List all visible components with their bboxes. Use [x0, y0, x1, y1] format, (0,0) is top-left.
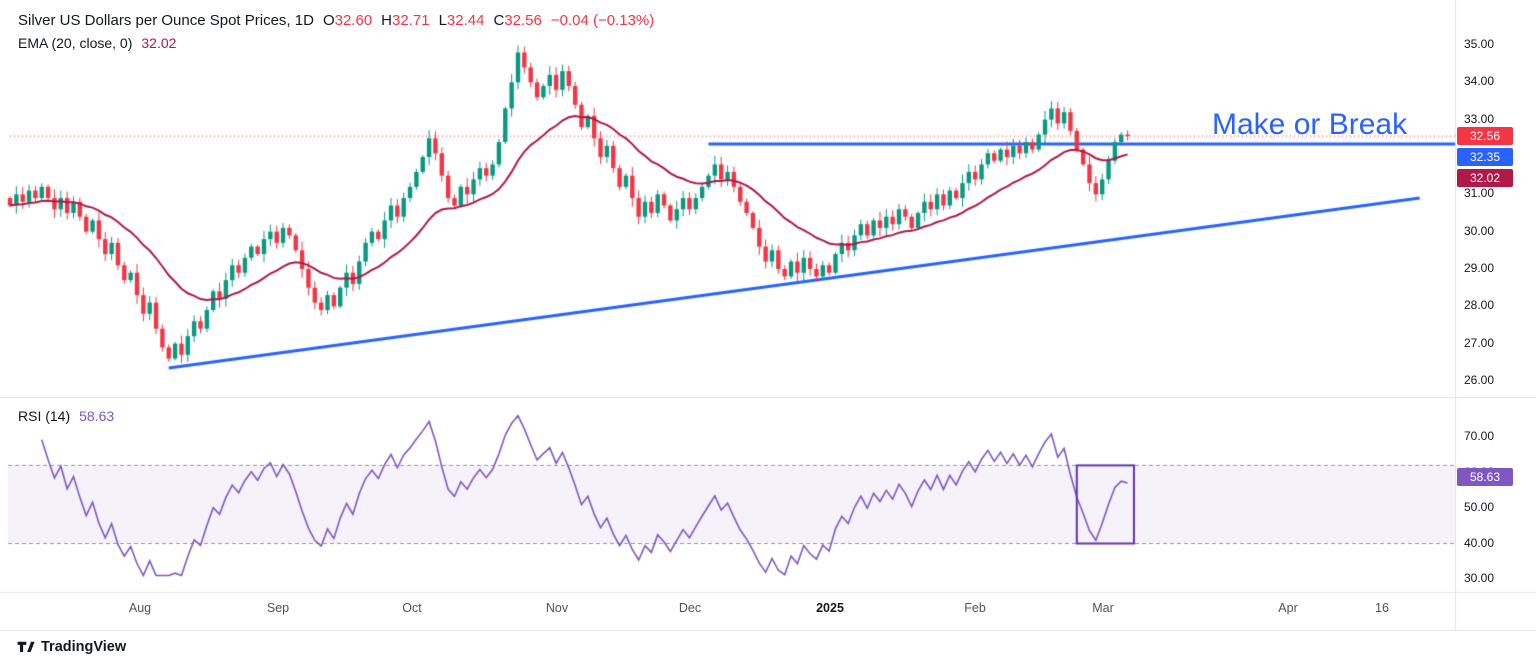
time-axis-label: Dec — [678, 601, 702, 615]
rsi-tick-label: 30.00 — [1464, 571, 1495, 585]
time-axis-label: Oct — [402, 601, 422, 615]
rsi-badge: 58.63 — [1457, 468, 1513, 487]
time-axis-label: Nov — [545, 601, 569, 615]
price-badge: 32.35 — [1457, 148, 1513, 167]
price-tick-label: 35.00 — [1464, 37, 1495, 51]
ohlc-value: 32.56 — [504, 12, 542, 29]
time-axis-label: Feb — [964, 601, 986, 615]
ohlc-key: O — [322, 12, 335, 29]
time-axis-label: Apr — [1278, 601, 1298, 615]
rsi-value: 58.63 — [79, 408, 115, 424]
legend-row-ema: EMA (20, close, 0) 32.02 — [18, 35, 654, 51]
ohlc-key: C — [493, 12, 505, 29]
time-axis-label: Sep — [266, 601, 290, 615]
time-axis-label: Aug — [128, 601, 152, 615]
time-axis-label: 2025 — [816, 601, 844, 615]
legend-row-symbol: Silver US Dollars per Ounce Spot Prices,… — [18, 12, 654, 29]
price-change: −0.04 (−0.13%) — [550, 12, 655, 29]
price-tick-label: 30.00 — [1464, 223, 1495, 238]
symbol-title: Silver US Dollars per Ounce Spot Prices,… — [18, 12, 314, 29]
rsi-pane-legend: RSI (14) 58.63 — [18, 408, 114, 424]
price-badge: 32.02 — [1457, 169, 1513, 188]
price-tick-label: 34.00 — [1464, 74, 1495, 89]
main-pane-legend: Silver US Dollars per Ounce Spot Prices,… — [18, 12, 654, 51]
price-tick-label: 31.00 — [1464, 186, 1495, 201]
tradingview-logo[interactable]: TradingView — [16, 637, 126, 656]
rsi-tick-label: 70.00 — [1464, 429, 1495, 443]
price-tick-label: 29.00 — [1464, 260, 1495, 275]
time-axis-label: Mar — [1092, 601, 1114, 615]
ohlc-value: 32.60 — [334, 12, 373, 29]
time-axis-label: 16 — [1375, 601, 1389, 615]
price-badge: 32.56 — [1457, 127, 1513, 146]
ohlc-value: 32.71 — [392, 12, 430, 29]
ohlc-key: L — [438, 12, 447, 29]
price-tick-label: 26.00 — [1464, 372, 1495, 387]
ema-value: 32.02 — [141, 35, 177, 51]
ohlc-key: H — [381, 12, 393, 29]
rsi-tick-label: 40.00 — [1464, 535, 1495, 550]
tradingview-logo-icon — [16, 637, 35, 656]
ema-label: EMA (20, close, 0) — [18, 35, 133, 51]
ohlc-value: 32.44 — [446, 12, 485, 29]
price-tick-label: 28.00 — [1464, 298, 1495, 313]
make-or-break-annotation[interactable]: Make or Break — [1212, 108, 1408, 141]
rsi-label: RSI (14) — [18, 408, 71, 424]
price-tick-label: 27.00 — [1464, 335, 1495, 350]
ohlc-values: O32.60 H32.71 L32.44 C32.56 — [314, 12, 542, 29]
rsi-tick-label: 50.00 — [1464, 500, 1495, 514]
price-tick-label: 33.00 — [1464, 111, 1495, 126]
tradingview-logo-text: TradingView — [41, 638, 127, 655]
